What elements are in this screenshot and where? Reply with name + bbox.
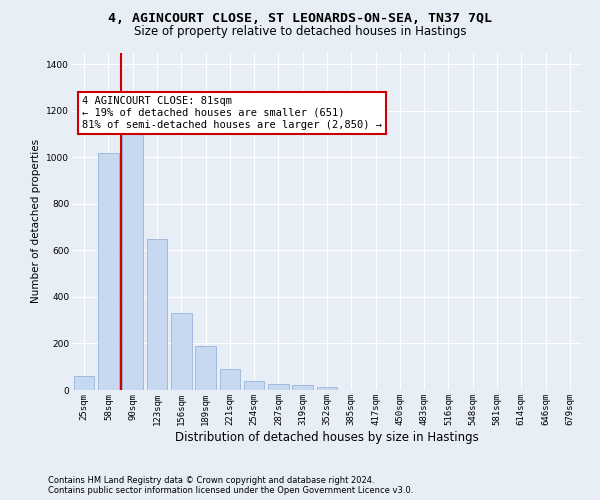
Bar [244,380,265,390]
Y-axis label: Number of detached properties: Number of detached properties [31,139,41,304]
Text: 4, AGINCOURT CLOSE, ST LEONARDS-ON-SEA, TN37 7QL: 4, AGINCOURT CLOSE, ST LEONARDS-ON-SEA, … [108,12,492,26]
Bar [146,238,167,390]
Bar [292,386,313,390]
Text: 4 AGINCOURT CLOSE: 81sqm
← 19% of detached houses are smaller (651)
81% of semi-: 4 AGINCOURT CLOSE: 81sqm ← 19% of detach… [82,96,382,130]
Bar [268,384,289,390]
Text: Size of property relative to detached houses in Hastings: Size of property relative to detached ho… [134,25,466,38]
Bar [122,134,143,390]
Text: Contains HM Land Registry data © Crown copyright and database right 2024.: Contains HM Land Registry data © Crown c… [48,476,374,485]
X-axis label: Distribution of detached houses by size in Hastings: Distribution of detached houses by size … [175,430,479,444]
Bar [317,386,337,390]
Bar [74,376,94,390]
Bar [98,152,119,390]
Bar [195,346,216,390]
Text: Contains public sector information licensed under the Open Government Licence v3: Contains public sector information licen… [48,486,413,495]
Bar [220,369,240,390]
Bar [171,313,191,390]
